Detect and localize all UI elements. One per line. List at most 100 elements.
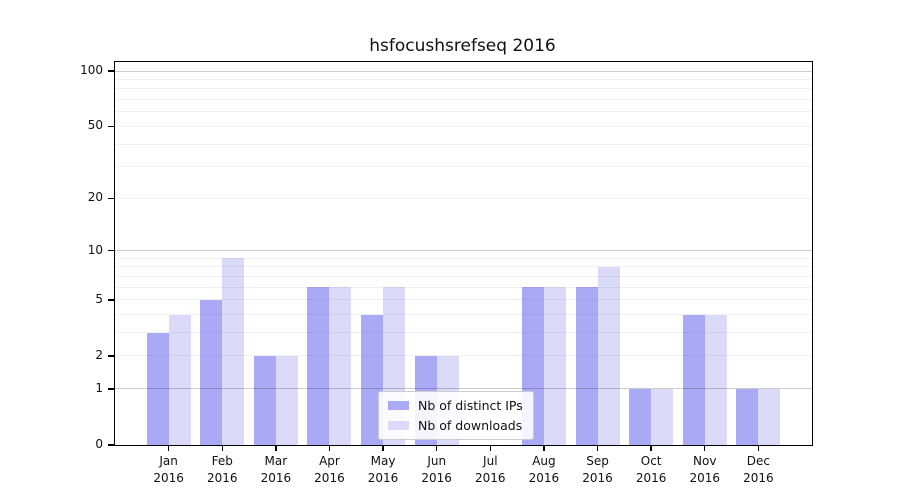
legend-label-downloads: Nb of downloads [418,418,523,433]
bar-downloads [597,266,620,445]
y-tick [108,70,115,72]
x-tick [435,445,438,451]
bar-distinct-ips [307,287,330,445]
bar-downloads [329,287,352,445]
legend-entry-downloads: Nb of downloads [388,418,523,433]
gridline-minor [115,79,812,81]
gridline-minor [115,166,812,168]
bar-downloads [543,287,566,445]
x-tick-label-month: Jan [159,454,178,468]
x-tick-label-year: 2016 [743,470,774,485]
x-tick-label: Apr 2016 [297,453,361,486]
x-tick-label-month: Oct [640,454,662,468]
x-tick-label-year: 2016 [689,470,721,485]
chart-title: hsfocushsrefseq 2016 [369,36,556,56]
gridline-minor [115,197,812,199]
gridline-minor [115,286,812,288]
gridline-minor [115,88,812,90]
y-tick-label: 10 [87,242,103,257]
x-tick [275,445,277,451]
x-tick-label-month: Sep [586,454,609,468]
gridline-minor [115,143,812,145]
x-tick-label-year: 2016 [260,470,292,485]
x-tick-label-month: Apr [319,454,340,468]
y-tick-label: 20 [87,190,103,205]
x-tick-label-year: 2016 [635,470,667,485]
gridline-minor [115,257,812,259]
legend-label-distinct-ips: Nb of distinct IPs [418,398,523,413]
x-tick-label-month: Aug [532,454,556,468]
legend-swatch-distinct-ips [388,401,409,410]
y-tick-label: 2 [95,347,103,362]
x-tick-label-year: 2016 [528,470,560,485]
x-tick-label-month: Jul [483,454,498,468]
x-tick-label-month: Nov [693,454,717,468]
x-tick-label-year: 2016 [582,470,613,485]
x-tick [221,445,223,451]
gridline-minor [115,276,812,278]
x-tick [596,445,599,451]
x-tick-label: Dec 2016 [726,453,790,486]
x-tick [650,445,652,451]
x-tick-label: May 2016 [351,453,415,486]
x-tick [167,445,170,451]
bar-downloads [275,355,298,445]
x-tick-label-month: Jun [427,454,447,468]
x-tick [489,445,491,451]
bar-distinct-ips [253,355,276,445]
x-tick-label-year: 2016 [153,470,184,485]
bar-distinct-ips [361,314,384,445]
x-tick [328,445,331,451]
x-tick-label: Oct 2016 [619,453,683,486]
y-tick-label: 100 [80,63,103,78]
x-tick [382,445,384,451]
x-tick-label: Aug 2016 [512,453,576,486]
x-tick [704,445,706,451]
y-tick-label: 5 [95,291,103,306]
y-tick-label: 50 [87,118,103,133]
y-tick [108,444,115,446]
x-tick-label-month: Dec [746,454,770,468]
bar-downloads [168,314,191,445]
plot-area: Nb of distinct IPs Nb of downloads Jan 20… [80,61,813,485]
x-tick-label-year: 2016 [314,470,345,485]
y-tick [108,125,115,128]
legend-entry-distinct-ips: Nb of distinct IPs [388,398,523,413]
bar-distinct-ips [629,388,652,445]
gridline-minor [115,125,812,127]
gridline-minor [115,332,812,334]
gridline-major [115,70,812,72]
legend-swatch-downloads [388,421,409,430]
bar-distinct-ips [682,314,705,445]
y-tick [108,197,115,200]
y-tick [108,299,115,301]
bar-distinct-ips [146,332,169,445]
x-tick-label: Nov 2016 [673,453,737,486]
x-tick-label: Jan 2016 [137,453,201,486]
x-tick-label: Jun 2016 [405,453,469,486]
gridline-major [115,250,812,252]
gridline-minor [115,111,812,113]
x-tick-label: Feb 2016 [190,453,254,486]
bar-downloads [758,388,781,445]
gridline-minor [115,299,812,301]
x-tick-label-year: 2016 [367,470,399,485]
x-tick-label: Mar 2016 [244,453,308,486]
bar-distinct-ips [736,388,759,445]
legend: Nb of distinct IPs Nb of downloads [378,391,534,440]
y-tick-label: 1 [95,380,103,395]
x-tick-label-month: May [370,454,396,468]
x-tick-label: Jul 2016 [458,453,522,486]
gridline-minor [115,355,812,357]
y-tick [108,388,115,390]
gridline-minor [115,314,812,316]
y-tick-label: 0 [95,437,103,451]
x-tick-label-month: Mar [264,454,288,468]
bar-downloads [222,258,245,445]
gridline-major [115,388,812,390]
x-tick-label-year: 2016 [206,470,238,485]
bar-downloads [651,388,674,445]
bar-distinct-ips [200,299,223,445]
x-tick-label-year: 2016 [475,470,506,485]
